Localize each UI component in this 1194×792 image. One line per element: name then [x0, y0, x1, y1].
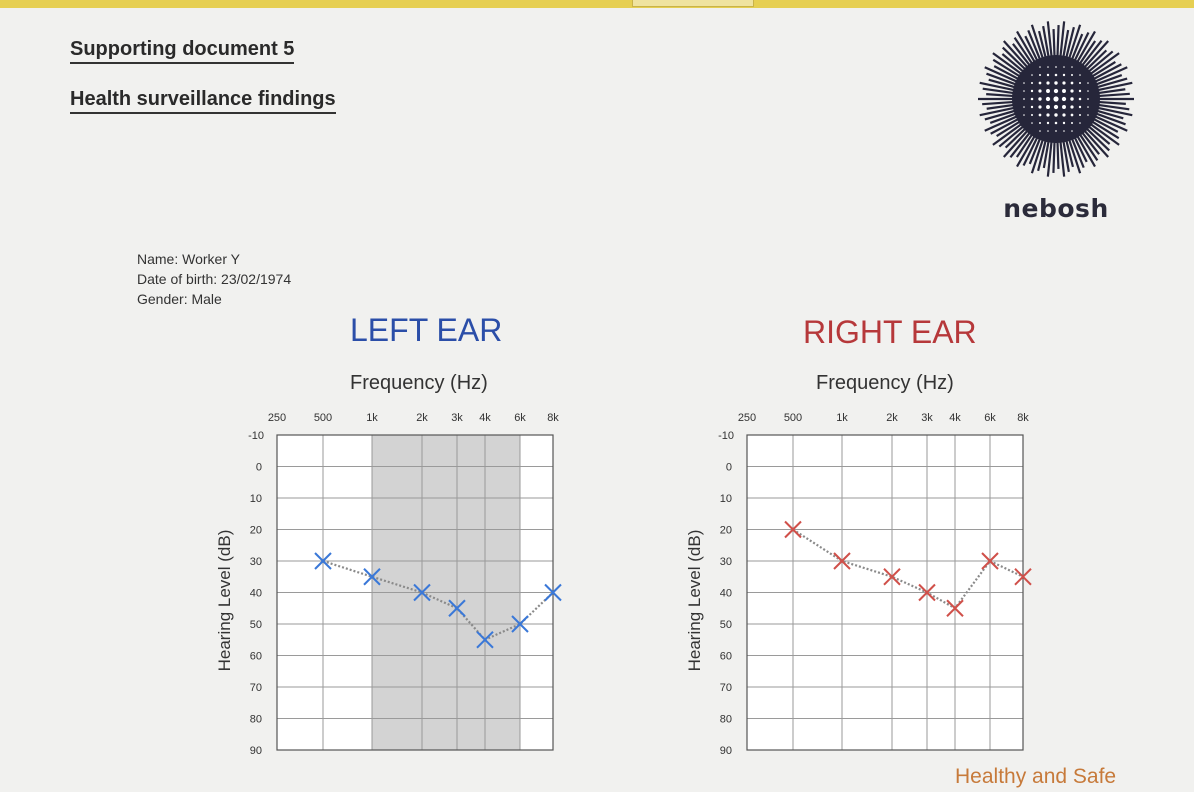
left-frequency-label: Frequency (Hz) — [350, 372, 488, 394]
y-tick-label: 10 — [250, 493, 262, 505]
left-ear-title: LEFT EAR — [350, 312, 503, 348]
data-point-marker — [784, 520, 802, 539]
top-bar-tab — [632, 0, 754, 7]
top-bar — [0, 0, 1194, 8]
y-tick-label: 90 — [250, 745, 262, 757]
x-tick-label: 250 — [268, 412, 286, 424]
y-axis-label: Hearing Level (dB) — [685, 530, 704, 672]
y-tick-label: 60 — [250, 651, 262, 663]
x-tick-label: 500 — [314, 412, 332, 424]
data-point-marker — [363, 568, 381, 586]
x-tick-label: 1k — [836, 412, 848, 424]
x-tick-label: 8k — [1017, 412, 1029, 424]
y-tick-label: 20 — [720, 525, 732, 537]
y-tick-label: 10 — [720, 493, 732, 505]
data-point-marker — [918, 583, 936, 602]
nebosh-logo-icon — [978, 21, 1134, 177]
x-tick-label: 2k — [416, 412, 428, 424]
y-tick-label: 20 — [250, 525, 262, 537]
y-tick-label: -10 — [718, 430, 734, 442]
left-ear-audiogram: 250 500 1k 2k 3k 4k 6k 8k -10 0 10 20 30 40 50 60 70 80 90… — [215, 412, 562, 757]
y-tick-label: 40 — [250, 588, 262, 600]
logo-text: nebosh — [1003, 194, 1109, 223]
right-ear-audiogram: 250 500 1k 2k 3k 4k 6k 8k -10 0 10 20 30 40 50 60 70 80 90… — [685, 412, 1032, 757]
patient-info: Name: Worker Y Date of birth: 23/02/1974… — [137, 249, 291, 309]
data-point-marker — [833, 552, 851, 570]
plot-border — [746, 434, 1024, 751]
x-tick-label: 3k — [451, 412, 463, 424]
x-tick-label: 2k — [886, 412, 898, 424]
right-ear-title: RIGHT EAR — [803, 314, 977, 350]
y-tick-label: 40 — [720, 588, 732, 600]
data-point-marker — [946, 599, 964, 617]
nebosh-logo: nebosh — [972, 14, 1140, 229]
x-tick-label: 3k — [921, 412, 933, 424]
x-tick-label: 250 — [738, 412, 756, 424]
x-tick-label: 1k — [366, 412, 378, 424]
y-tick-label: 0 — [256, 462, 262, 474]
document-subtitle: Health surveillance findings — [70, 86, 336, 114]
y-tick-label: 30 — [720, 556, 732, 568]
y-tick-label: 70 — [250, 682, 262, 694]
y-tick-label: 60 — [720, 651, 732, 663]
x-tick-label: 8k — [547, 412, 559, 424]
right-frequency-label: Frequency (Hz) — [816, 372, 954, 394]
y-tick-label: 90 — [720, 745, 732, 757]
y-tick-label: 50 — [250, 619, 262, 631]
footer-tagline: Healthy and Safe — [955, 765, 1117, 788]
x-tick-label: 4k — [479, 412, 491, 424]
data-point-marker — [1014, 568, 1032, 586]
data-point-marker — [448, 599, 466, 617]
y-tick-label: 80 — [720, 714, 732, 726]
y-tick-label: 80 — [250, 714, 262, 726]
y-tick-label: 50 — [720, 619, 732, 631]
x-tick-label: 6k — [514, 412, 526, 424]
data-point-marker — [544, 583, 562, 602]
y-tick-label: 30 — [250, 556, 262, 568]
x-tick-label: 6k — [984, 412, 996, 424]
patient-dob: Date of birth: 23/02/1974 — [137, 271, 292, 287]
data-point-marker — [476, 631, 494, 649]
data-point-marker — [981, 552, 999, 570]
y-tick-label: -10 — [248, 430, 264, 442]
data-point-marker — [413, 583, 431, 602]
y-tick-label: 0 — [726, 462, 732, 474]
x-tick-label: 500 — [784, 412, 802, 424]
y-tick-label: 70 — [720, 682, 732, 694]
y-axis-label: Hearing Level (dB) — [215, 530, 234, 672]
data-point-marker — [883, 568, 901, 586]
document-title: Supporting document 5 — [70, 36, 295, 64]
x-tick-label: 4k — [949, 412, 961, 424]
data-point-marker — [314, 552, 332, 570]
patient-gender: Gender: Male — [137, 291, 222, 307]
patient-name: Name: Worker Y — [137, 251, 240, 267]
data-point-marker — [511, 615, 529, 633]
